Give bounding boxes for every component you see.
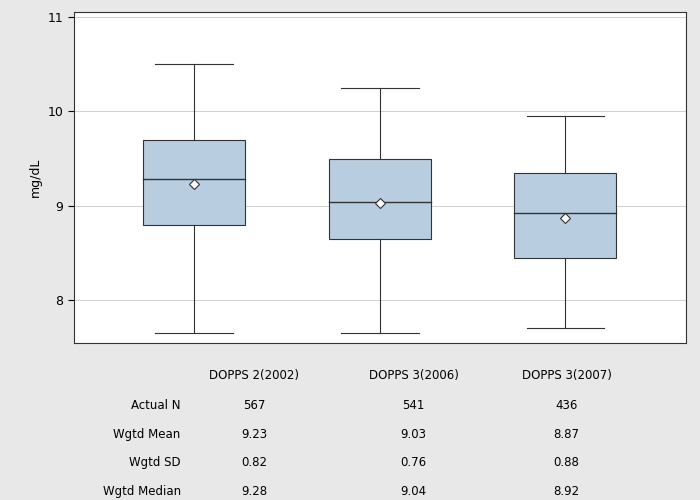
- Text: 8.87: 8.87: [554, 428, 580, 442]
- Text: 0.82: 0.82: [241, 456, 267, 469]
- Text: 9.04: 9.04: [400, 485, 426, 498]
- Text: 9.03: 9.03: [400, 428, 426, 442]
- Bar: [329, 158, 430, 239]
- Text: 8.92: 8.92: [554, 485, 580, 498]
- Text: 0.76: 0.76: [400, 456, 426, 469]
- Bar: [143, 140, 245, 224]
- Text: 567: 567: [243, 400, 265, 412]
- Text: 0.88: 0.88: [554, 456, 580, 469]
- Text: Wgtd Mean: Wgtd Mean: [113, 428, 181, 442]
- Text: DOPPS 3(2007): DOPPS 3(2007): [522, 369, 612, 382]
- Bar: [514, 173, 617, 258]
- Text: DOPPS 2(2002): DOPPS 2(2002): [209, 369, 299, 382]
- Text: 9.28: 9.28: [241, 485, 267, 498]
- Text: Actual N: Actual N: [131, 400, 181, 412]
- Text: Wgtd SD: Wgtd SD: [129, 456, 181, 469]
- Y-axis label: mg/dL: mg/dL: [29, 158, 42, 197]
- Text: DOPPS 3(2006): DOPPS 3(2006): [368, 369, 458, 382]
- Text: Wgtd Median: Wgtd Median: [103, 485, 181, 498]
- Text: 436: 436: [555, 400, 578, 412]
- Text: 541: 541: [402, 400, 425, 412]
- Text: 9.23: 9.23: [241, 428, 267, 442]
